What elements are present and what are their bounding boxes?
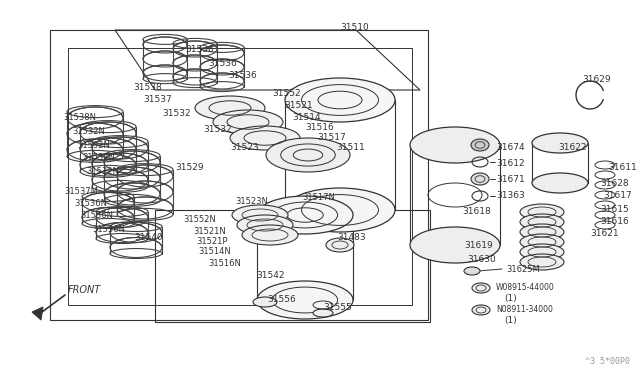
Text: 31621: 31621	[590, 228, 619, 237]
Text: 31517: 31517	[317, 134, 346, 142]
Text: N08911-34000: N08911-34000	[496, 305, 553, 314]
Text: 31619: 31619	[464, 241, 493, 250]
Ellipse shape	[472, 305, 490, 315]
Ellipse shape	[520, 254, 564, 270]
Text: 31630: 31630	[467, 254, 496, 263]
Text: 31521N: 31521N	[193, 227, 226, 235]
Text: 31555: 31555	[323, 304, 352, 312]
Text: 31538: 31538	[133, 83, 162, 93]
Text: 31536N: 31536N	[92, 224, 125, 234]
Text: 31483: 31483	[337, 234, 365, 243]
Ellipse shape	[195, 96, 265, 120]
Text: 31674: 31674	[496, 144, 525, 153]
Text: 31516N: 31516N	[208, 259, 241, 267]
Text: 31532N: 31532N	[77, 141, 110, 150]
Ellipse shape	[285, 188, 395, 232]
Text: 31536: 31536	[185, 45, 214, 55]
Text: 31536: 31536	[228, 71, 257, 80]
Ellipse shape	[213, 110, 283, 134]
Text: 31537: 31537	[143, 96, 172, 105]
Text: 31537M: 31537M	[64, 187, 98, 196]
Text: 31536N: 31536N	[74, 199, 107, 208]
Ellipse shape	[232, 205, 288, 225]
Ellipse shape	[532, 133, 588, 153]
Ellipse shape	[464, 267, 480, 275]
Text: 31542: 31542	[256, 270, 285, 279]
Text: 31536N: 31536N	[80, 212, 113, 221]
Ellipse shape	[532, 173, 588, 193]
Ellipse shape	[285, 78, 395, 122]
Text: 31552N: 31552N	[183, 215, 216, 224]
Ellipse shape	[230, 126, 300, 150]
Text: 31532: 31532	[203, 125, 232, 135]
Text: (1): (1)	[504, 315, 516, 324]
Text: 31671: 31671	[496, 176, 525, 185]
Text: 31538N: 31538N	[63, 113, 96, 122]
Text: 31532N: 31532N	[82, 154, 115, 163]
Text: 31363: 31363	[496, 192, 525, 201]
Text: 31552: 31552	[272, 89, 301, 97]
Polygon shape	[32, 307, 43, 320]
Text: 31628: 31628	[600, 179, 628, 187]
Ellipse shape	[471, 173, 489, 185]
Text: 31617: 31617	[603, 192, 632, 201]
Text: 31540: 31540	[134, 232, 163, 241]
Ellipse shape	[266, 138, 350, 172]
Ellipse shape	[520, 244, 564, 260]
Text: 31514N: 31514N	[198, 247, 231, 257]
Text: 31612: 31612	[496, 158, 525, 167]
Ellipse shape	[410, 127, 500, 163]
Ellipse shape	[520, 224, 564, 240]
Text: 31625M: 31625M	[506, 264, 540, 273]
Text: 31511: 31511	[336, 144, 365, 153]
Text: 31532N: 31532N	[86, 167, 119, 176]
Text: 31611: 31611	[608, 164, 637, 173]
Text: 31523: 31523	[230, 144, 259, 153]
Text: 31521: 31521	[284, 100, 312, 109]
Text: FRONT: FRONT	[68, 285, 101, 295]
Text: 31618: 31618	[462, 208, 491, 217]
Text: 31521P: 31521P	[196, 237, 227, 247]
Ellipse shape	[257, 281, 353, 319]
Text: 31532: 31532	[162, 109, 191, 118]
Ellipse shape	[242, 225, 298, 245]
Text: 31510: 31510	[340, 23, 369, 32]
Text: 31556: 31556	[267, 295, 296, 304]
Ellipse shape	[253, 297, 277, 307]
Text: 31514: 31514	[292, 112, 321, 122]
Ellipse shape	[410, 227, 500, 263]
Text: 31529: 31529	[175, 163, 204, 171]
Text: 31615: 31615	[600, 205, 628, 214]
Text: 31616: 31616	[600, 217, 628, 225]
Ellipse shape	[520, 214, 564, 230]
Text: ^3 5*00P0: ^3 5*00P0	[585, 357, 630, 366]
Text: W08915-44000: W08915-44000	[496, 282, 555, 292]
Text: 31536: 31536	[208, 58, 237, 67]
Text: 31523N: 31523N	[235, 198, 268, 206]
Text: 31517N: 31517N	[302, 192, 335, 202]
Ellipse shape	[237, 215, 293, 235]
Ellipse shape	[472, 283, 490, 293]
Text: (1): (1)	[504, 294, 516, 302]
Text: 31622: 31622	[558, 144, 586, 153]
Ellipse shape	[326, 238, 354, 252]
Ellipse shape	[257, 196, 353, 234]
Ellipse shape	[520, 234, 564, 250]
Text: 31629: 31629	[582, 76, 611, 84]
Text: 31532N: 31532N	[72, 126, 105, 135]
Text: 31516: 31516	[305, 124, 333, 132]
Ellipse shape	[520, 204, 564, 220]
Ellipse shape	[471, 139, 489, 151]
Ellipse shape	[313, 309, 333, 317]
